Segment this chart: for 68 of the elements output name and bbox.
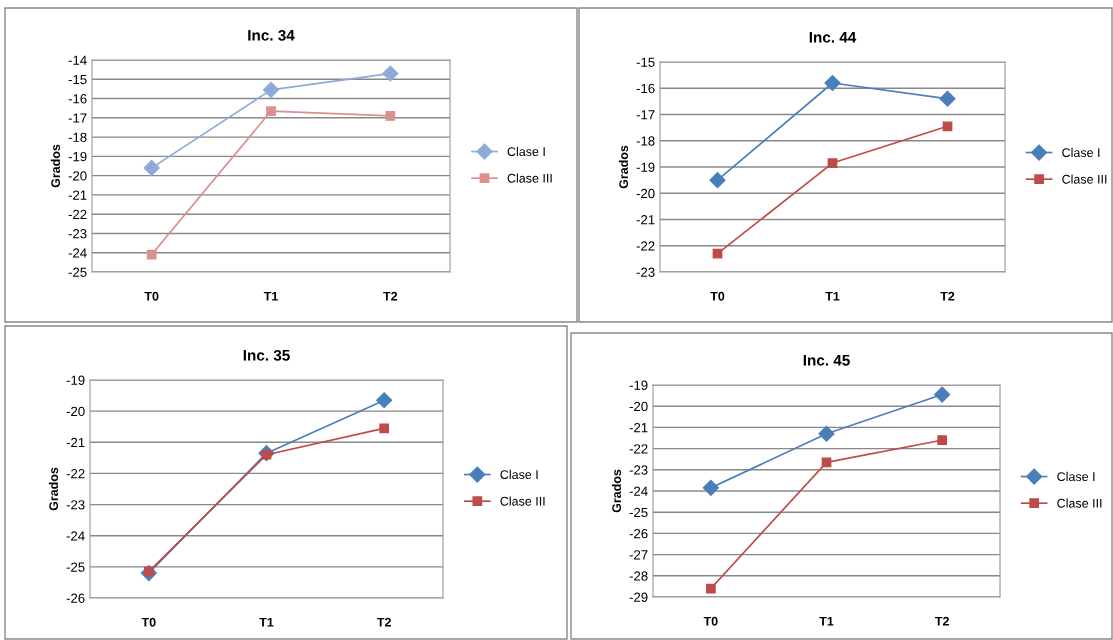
legend-label: Clase I <box>500 469 538 480</box>
legend-label: Clase III <box>1057 498 1102 508</box>
y-tick-label: -21 <box>629 422 648 433</box>
x-tick-label: T2 <box>383 291 398 301</box>
y-tick-label: -26 <box>629 528 648 539</box>
chart-title: Inc. 35 <box>243 349 290 361</box>
y-tick-label: -16 <box>636 83 655 94</box>
y-tick-label: -23 <box>636 267 655 277</box>
y-tick-label: -27 <box>629 550 648 560</box>
y-axis-title: Grados <box>618 145 629 189</box>
legend-label: Clase I <box>1057 471 1095 482</box>
y-tick-label: -29 <box>629 592 648 602</box>
y-tick-label: -20 <box>66 406 85 417</box>
y-tick-label: -23 <box>66 500 85 510</box>
y-tick-label: -23 <box>629 465 648 475</box>
y-tick-label: -22 <box>68 209 87 219</box>
y-tick-label: -22 <box>636 241 655 251</box>
x-tick-label: T2 <box>935 616 949 626</box>
y-tick-label: -17 <box>68 113 87 123</box>
y-tick-label: -18 <box>68 132 87 142</box>
y-tick-label: -23 <box>68 229 87 239</box>
x-tick-label: T2 <box>377 617 391 627</box>
y-axis-title: Grados <box>50 144 61 188</box>
legend-label: Clase I <box>1062 147 1100 158</box>
y-tick-label: -18 <box>636 136 655 146</box>
y-tick-label: -15 <box>636 57 655 67</box>
x-tick-label: T2 <box>940 291 955 301</box>
legend-label: Clase I <box>507 146 545 157</box>
y-tick-label: -17 <box>636 110 655 120</box>
y-tick-label: -14 <box>68 55 87 65</box>
y-tick-label: -22 <box>629 444 648 454</box>
chart-title: Inc. 45 <box>803 355 850 366</box>
y-axis-title: Grados <box>48 467 59 511</box>
y-tick-label: -21 <box>66 437 85 448</box>
legend-label: Clase III <box>500 496 545 506</box>
y-tick-label: -25 <box>68 267 87 277</box>
y-tick-label: -20 <box>636 188 655 199</box>
legend-label: Clase III <box>507 173 552 183</box>
y-axis-title: Grados <box>611 469 622 513</box>
y-tick-label: -21 <box>68 190 87 200</box>
y-tick-label: -19 <box>629 380 648 390</box>
x-tick-label: T1 <box>259 617 274 627</box>
x-tick-label: T0 <box>144 291 159 301</box>
y-tick-label: -28 <box>629 571 648 581</box>
y-tick-label: -20 <box>629 401 648 412</box>
legend-label: Clase III <box>1062 174 1107 184</box>
y-tick-label: -25 <box>66 562 85 572</box>
x-tick-label: T1 <box>263 291 278 301</box>
y-tick-label: -24 <box>68 248 87 258</box>
x-tick-label: T0 <box>703 616 718 626</box>
y-tick-label: -19 <box>66 375 85 385</box>
chart-title: Inc. 44 <box>809 32 857 43</box>
y-tick-label: -22 <box>66 469 85 479</box>
y-tick-label: -24 <box>629 486 648 496</box>
y-tick-label: -24 <box>66 531 85 541</box>
y-tick-label: -20 <box>68 171 87 181</box>
y-tick-label: -26 <box>66 593 85 603</box>
x-tick-label: T1 <box>825 291 840 301</box>
y-tick-label: -19 <box>68 151 87 162</box>
y-tick-label: -15 <box>68 74 87 85</box>
y-tick-label: -21 <box>636 215 655 225</box>
y-tick-label: -19 <box>636 162 655 172</box>
x-tick-label: T0 <box>141 617 156 627</box>
y-tick-label: -25 <box>629 507 648 518</box>
x-tick-label: T1 <box>819 616 834 626</box>
x-tick-label: T0 <box>710 291 725 301</box>
chart-title: Inc. 34 <box>248 29 295 41</box>
y-tick-label: -16 <box>68 94 87 104</box>
